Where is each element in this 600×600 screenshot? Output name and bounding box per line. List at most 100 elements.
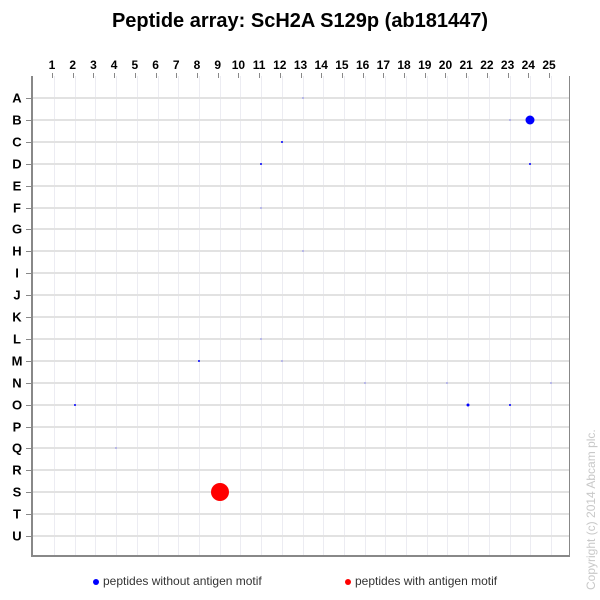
column-label: 7 — [172, 58, 180, 72]
tick — [26, 185, 32, 187]
tick — [26, 207, 32, 209]
tick — [26, 295, 32, 297]
column-label: 14 — [314, 58, 328, 72]
tick — [26, 141, 32, 143]
gridline-horizontal — [33, 513, 569, 516]
data-point — [550, 382, 552, 384]
row-label: F — [13, 200, 21, 215]
gridline-horizontal — [33, 403, 569, 406]
column-label: 2 — [69, 58, 77, 72]
row-label: N — [12, 375, 22, 391]
data-point — [280, 140, 283, 143]
column-label: 13 — [293, 58, 308, 72]
data-point — [73, 403, 76, 406]
tick — [52, 73, 53, 78]
tick — [114, 73, 116, 78]
tick — [300, 73, 302, 78]
tick — [26, 426, 32, 428]
column-label: 15 — [335, 58, 349, 72]
gridline-vertical — [302, 76, 304, 555]
gridline-horizontal — [33, 228, 569, 231]
tick — [176, 73, 178, 78]
gridline-vertical — [426, 76, 428, 555]
tick — [383, 73, 385, 78]
row-label: L — [13, 331, 21, 347]
row-label: M — [11, 353, 23, 369]
gridline-vertical — [468, 76, 470, 555]
data-point — [364, 382, 366, 384]
column-label: 20 — [438, 58, 453, 72]
data-point — [260, 162, 263, 165]
gridline-horizontal — [33, 535, 569, 537]
column-label: 6 — [152, 58, 159, 72]
gridline-vertical — [509, 76, 511, 555]
legend-without-motif: peptides without antigen motif — [93, 574, 262, 588]
tick — [549, 73, 550, 78]
gridline-vertical — [157, 76, 159, 555]
row-label: S — [12, 484, 22, 500]
gridline-horizontal — [33, 272, 569, 275]
gridline-vertical — [281, 76, 283, 555]
data-point — [508, 403, 511, 406]
gridline-horizontal — [33, 469, 569, 472]
column-label: 23 — [500, 58, 515, 72]
gridline-vertical — [95, 76, 97, 555]
row-label: J — [13, 287, 21, 303]
data-point — [466, 403, 470, 407]
gridline-horizontal — [33, 118, 569, 121]
column-label: 1 — [48, 58, 56, 72]
gridline-vertical — [530, 76, 532, 555]
tick — [26, 514, 32, 516]
gridline-horizontal — [33, 162, 569, 165]
blue-dot-icon — [93, 578, 99, 585]
plot-area — [31, 76, 570, 557]
data-point — [115, 447, 117, 449]
data-point — [260, 338, 262, 340]
tick — [26, 404, 32, 406]
data-point — [509, 119, 511, 121]
column-label: 11 — [252, 58, 266, 72]
gridline-vertical — [323, 76, 325, 555]
gridline-horizontal — [33, 359, 569, 362]
tick — [528, 73, 530, 78]
tick — [26, 229, 32, 231]
tick — [26, 382, 32, 384]
data-point — [210, 483, 229, 502]
tick — [26, 251, 32, 253]
gridline-horizontal — [33, 425, 569, 428]
tick — [72, 73, 74, 78]
gridline-horizontal — [33, 206, 569, 209]
tick — [93, 73, 95, 78]
data-point — [529, 162, 532, 165]
row-label: T — [13, 506, 21, 522]
row-label: K — [12, 309, 22, 325]
gridline-vertical — [447, 76, 449, 555]
tick — [341, 73, 343, 78]
chart-title: Peptide array: ScH2A S129p (ab181447) — [111, 10, 489, 32]
gridline-horizontal — [33, 97, 569, 99]
tick — [507, 73, 509, 78]
gridline-vertical — [74, 76, 76, 555]
gridline-vertical — [551, 76, 552, 555]
tick — [26, 338, 32, 340]
column-label: 12 — [273, 58, 287, 72]
gridline-horizontal — [33, 337, 569, 340]
gridline-vertical — [406, 76, 408, 555]
red-dot-icon — [345, 578, 351, 585]
data-point — [302, 97, 303, 99]
gridline-horizontal — [33, 184, 569, 187]
tick — [26, 492, 32, 494]
tick — [424, 73, 426, 78]
data-point — [281, 360, 283, 362]
gridline-horizontal — [33, 316, 569, 318]
tick — [486, 73, 488, 78]
tick — [26, 98, 32, 99]
column-label: 16 — [355, 58, 370, 72]
copyright-text: Copyright (c) 2014 Abcam plc. — [584, 429, 598, 590]
row-label: C — [12, 134, 22, 150]
row-label: R — [12, 462, 22, 478]
gridline-vertical — [198, 76, 200, 555]
tick — [155, 73, 157, 78]
gridline-vertical — [136, 76, 138, 555]
gridline-horizontal — [33, 140, 569, 143]
